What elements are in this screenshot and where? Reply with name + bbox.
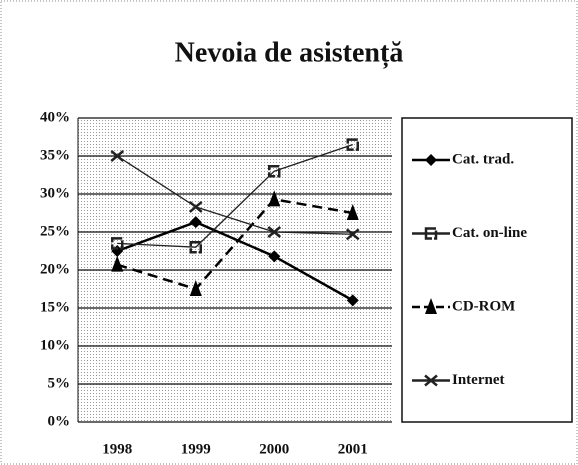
- marker: [268, 164, 281, 178]
- x-tick-label: 2001: [338, 441, 368, 457]
- marker: [189, 216, 202, 229]
- y-tick-label: 20%: [40, 261, 70, 277]
- marker: [267, 226, 282, 238]
- y-tick-label: 10%: [40, 337, 70, 353]
- x-tick-label: 1998: [102, 441, 132, 457]
- marker: [189, 280, 202, 296]
- y-tick-label: 35%: [40, 147, 70, 163]
- marker: [189, 240, 202, 254]
- marker: [424, 227, 438, 240]
- x-tick-label: 1999: [181, 441, 211, 457]
- legend-label: Cat. on-line: [452, 225, 527, 241]
- marker: [268, 190, 281, 207]
- legend-box: [401, 117, 573, 423]
- y-tick-label: 0%: [48, 413, 71, 429]
- legend-label: CD-ROM: [452, 298, 515, 314]
- marker: [425, 154, 437, 166]
- legend-label: Cat. trad.: [452, 151, 514, 167]
- chart-title: Nevoia de asistență: [175, 37, 404, 68]
- legend-label: Internet: [452, 372, 505, 388]
- series-line: [117, 143, 353, 248]
- y-tick-label: 40%: [40, 109, 70, 125]
- series-line: [116, 155, 353, 235]
- marker: [268, 250, 281, 263]
- marker: [424, 374, 438, 387]
- marker: [346, 204, 359, 220]
- marker: [346, 294, 359, 307]
- marker: [425, 298, 437, 314]
- marker: [346, 138, 359, 151]
- x-tick-label: 2000: [259, 441, 289, 457]
- y-tick-label: 5%: [48, 375, 71, 391]
- y-tick-label: 25%: [40, 223, 70, 239]
- y-tick-label: 30%: [40, 185, 70, 201]
- marker: [111, 237, 124, 250]
- y-tick-label: 15%: [40, 299, 70, 315]
- series-line: [116, 197, 353, 291]
- marker: [110, 150, 125, 162]
- marker: [188, 200, 203, 213]
- marker: [111, 255, 124, 272]
- series-line: [116, 220, 354, 302]
- marker: [345, 228, 360, 241]
